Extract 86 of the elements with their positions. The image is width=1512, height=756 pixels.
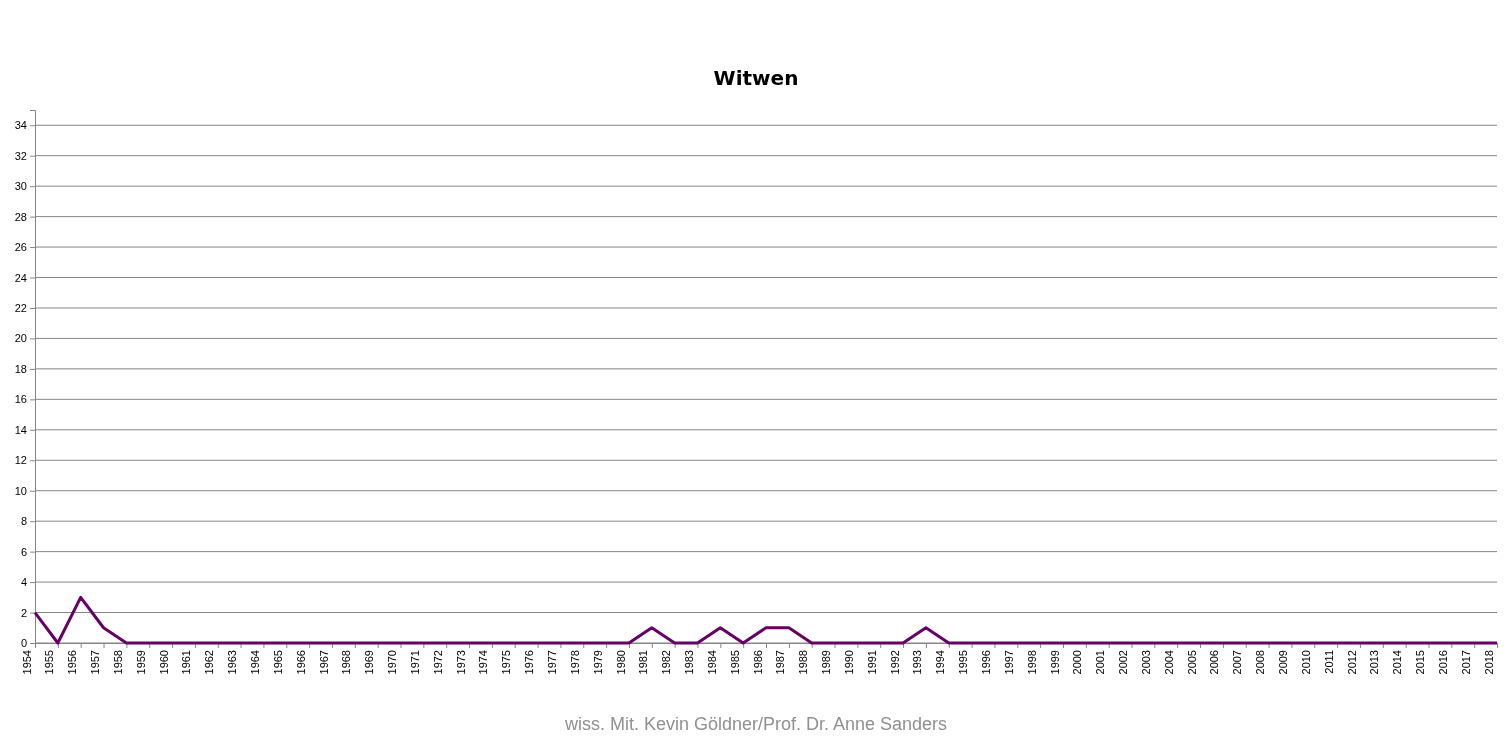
- y-tick-label: 18: [14, 362, 27, 375]
- x-tick-label: 1984: [705, 650, 718, 675]
- x-tick-label: 1980: [614, 650, 627, 675]
- x-tick-label: 1992: [888, 650, 901, 675]
- x-tick-label: 2010: [1299, 650, 1312, 675]
- x-tick-label: 1986: [751, 650, 764, 675]
- x-tick-label: 2002: [1117, 650, 1130, 675]
- x-tick-label: 1964: [248, 650, 261, 675]
- x-tick-label: 2005: [1185, 650, 1198, 675]
- x-tick-label: 1969: [363, 650, 376, 675]
- x-tick-label: 1963: [226, 650, 239, 675]
- x-tick-label: 1991: [865, 650, 878, 675]
- x-tick-label: 1967: [317, 650, 330, 675]
- y-tick-label: 4: [20, 576, 27, 589]
- x-tick-label: 2001: [1094, 650, 1107, 675]
- x-tick-label: 1989: [820, 650, 833, 675]
- y-tick-label: 30: [14, 180, 27, 193]
- x-tick-label: 2012: [1345, 650, 1358, 675]
- x-tick-label: 2000: [1071, 650, 1084, 675]
- x-tick-label: 1962: [203, 650, 216, 675]
- x-tick-label: 2008: [1254, 650, 1267, 675]
- x-tick-label: 1982: [660, 650, 673, 675]
- x-tick-label: 1994: [934, 650, 947, 675]
- x-tick-label: 1970: [386, 650, 399, 675]
- y-tick-label: 22: [14, 301, 27, 314]
- y-tick-label: 26: [14, 241, 27, 254]
- x-tick-label: 2018: [1482, 650, 1495, 675]
- y-tick-label: 14: [14, 423, 27, 436]
- x-tick-label: 2004: [1162, 650, 1175, 675]
- x-tick-label: 1978: [568, 650, 581, 675]
- x-tick-label: 2007: [1231, 650, 1244, 675]
- y-tick-label: 12: [14, 454, 27, 467]
- x-tick-label: 2006: [1208, 650, 1221, 675]
- x-tick-label: 1981: [637, 650, 650, 675]
- x-tick-label: 1997: [1002, 650, 1015, 675]
- x-tick-label: 1996: [979, 650, 992, 675]
- x-tick-label: 1998: [1025, 650, 1038, 675]
- x-tick-label: 2016: [1436, 650, 1449, 675]
- y-tick-label: 0: [20, 637, 27, 650]
- x-tick-label: 1966: [294, 650, 307, 675]
- line-series: [33, 595, 1499, 645]
- x-tick-label: 1975: [500, 650, 513, 675]
- x-tick-label: 2015: [1414, 650, 1427, 675]
- y-tick-label: 20: [14, 332, 27, 345]
- x-tick-label: 1960: [157, 650, 170, 675]
- y-tick-label: 24: [14, 271, 27, 284]
- chart-title: Witwen: [713, 66, 799, 90]
- x-tick-label: 1965: [271, 650, 284, 675]
- x-tick-label: 1968: [340, 650, 353, 675]
- x-tick-label: 1983: [683, 650, 696, 675]
- x-tick-label: 2013: [1368, 650, 1381, 675]
- y-tick-label: 6: [20, 545, 27, 558]
- x-tick-label: 1999: [1048, 650, 1061, 675]
- x-tick-label: 1971: [408, 650, 421, 675]
- x-tick-label: 2014: [1391, 650, 1404, 675]
- x-tick-label: 1958: [111, 650, 124, 675]
- y-tick-label: 10: [14, 484, 27, 497]
- text: wiss. Mit. Kevin Göldner/Prof. Dr. Anne Sanders: [563, 714, 948, 734]
- y-tick-label: 16: [14, 393, 27, 406]
- y-tick-label: 34: [14, 119, 27, 132]
- x-tick-label: 1972: [431, 650, 444, 675]
- x-tick-label: 1976: [523, 650, 536, 675]
- x-tick-label: 1974: [477, 650, 490, 675]
- x-tick-label: 2009: [1276, 650, 1289, 675]
- x-tick-label: 1993: [911, 650, 924, 675]
- x-tick-label: 1995: [957, 650, 970, 675]
- x-tick-label: 2017: [1459, 650, 1472, 675]
- x-tick-label: 1973: [454, 650, 467, 675]
- x-tick-label: 1961: [180, 650, 193, 675]
- x-tick-label: 1954: [20, 650, 33, 675]
- y-tick-label: 28: [14, 210, 27, 223]
- x-tick-label: 2011: [1322, 650, 1335, 674]
- x-tick-label: 1956: [66, 650, 79, 675]
- x-tick-label: 1955: [43, 650, 56, 675]
- y-tick-label: 2: [20, 606, 27, 619]
- x-tick-label: 1959: [134, 650, 147, 675]
- x-tick-label: 1985: [728, 650, 741, 675]
- y-tick-label: 32: [14, 149, 27, 162]
- x-tick-label: 1979: [591, 650, 604, 675]
- y-tick-label: 8: [20, 515, 27, 528]
- x-tick-label: 1977: [545, 650, 558, 675]
- x-tick-label: 1988: [797, 650, 810, 675]
- x-tick-label: 1987: [774, 650, 787, 675]
- x-tick-label: 2003: [1139, 650, 1152, 675]
- x-tick-label: 1957: [89, 650, 102, 675]
- x-tick-label: 1990: [842, 650, 855, 675]
